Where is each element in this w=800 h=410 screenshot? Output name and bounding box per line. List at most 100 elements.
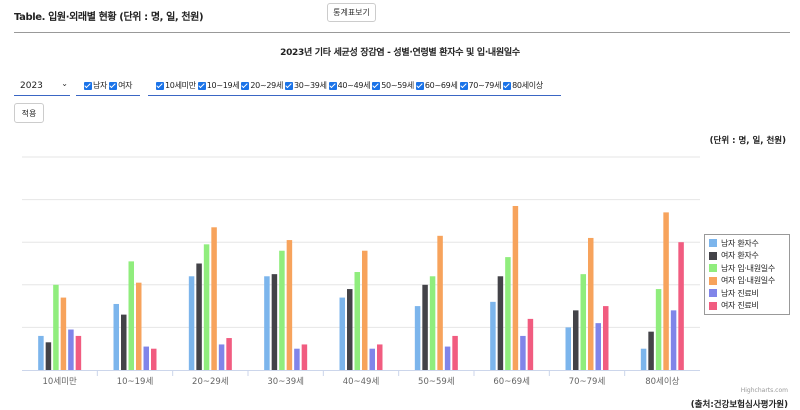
checkbox-icon	[415, 81, 424, 90]
age-filter-group: 10세미만 10~19세 20~29세 30~39세 40~49세 50~59세…	[148, 76, 561, 96]
page-title: Table. 입원·외래별 현황 (단위 : 명, 일, 천원)	[14, 12, 204, 23]
bar[interactable]	[301, 344, 308, 370]
bar[interactable]	[655, 289, 662, 370]
bar[interactable]	[286, 240, 293, 370]
source-label: (출처:건강보험심사평가원)	[690, 400, 788, 410]
checkbox-icon	[241, 81, 250, 90]
bar[interactable]	[452, 335, 458, 370]
bar[interactable]	[422, 284, 428, 370]
bar[interactable]	[151, 348, 157, 370]
age-checkbox-30-39[interactable]: 30~39세	[285, 80, 327, 91]
year-select-value: 2023	[20, 80, 43, 91]
age-checkbox-60-69[interactable]: 60~69세	[415, 80, 458, 91]
bar[interactable]	[444, 346, 451, 370]
bar[interactable]	[437, 235, 443, 370]
bar[interactable]	[580, 274, 587, 370]
legend-swatch	[709, 301, 717, 310]
legend-item[interactable]: 남자 진료비	[709, 287, 785, 300]
bar[interactable]	[218, 344, 225, 370]
year-select[interactable]: 2023 ⌄	[14, 76, 70, 96]
age-checkbox-under-10[interactable]: 10세미만	[156, 80, 196, 91]
age-checkbox-80-plus[interactable]: 80세이상	[503, 80, 543, 91]
apply-button[interactable]: 적용	[14, 103, 44, 123]
bar[interactable]	[505, 257, 511, 370]
checkbox-icon	[197, 81, 206, 90]
bar[interactable]	[362, 250, 368, 370]
bar[interactable]	[678, 242, 684, 370]
bar[interactable]	[38, 335, 44, 370]
legend-swatch	[709, 239, 717, 248]
bar[interactable]	[53, 284, 59, 370]
bar[interactable]	[663, 212, 669, 370]
gender-checkbox-male[interactable]: 남자	[84, 80, 107, 91]
bar[interactable]	[670, 310, 677, 370]
legend-item[interactable]: 여자 입·내원일수	[709, 275, 785, 288]
bar[interactable]	[128, 261, 135, 370]
x-tick-label: 40~49세	[343, 377, 380, 387]
legend-swatch	[709, 264, 717, 273]
gender-checkbox-female[interactable]: 여자	[109, 80, 133, 91]
age-checkbox-20-29[interactable]: 20~29세	[241, 80, 283, 91]
age-checkbox-40-49[interactable]: 40~49세	[328, 80, 371, 91]
checkbox-icon	[328, 81, 337, 90]
bar[interactable]	[354, 272, 361, 370]
bar[interactable]	[136, 282, 142, 370]
x-tick-label: 10세미만	[43, 377, 77, 387]
bar[interactable]	[429, 276, 436, 370]
age-checkbox-10-19[interactable]: 10~19세	[197, 80, 240, 91]
bar[interactable]	[226, 338, 232, 370]
x-tick-label: 80세이상	[645, 376, 679, 387]
legend-item[interactable]: 여자 진료비	[709, 300, 785, 313]
bar[interactable]	[143, 346, 150, 370]
chevron-down-icon: ⌄	[61, 79, 68, 88]
legend-item[interactable]: 남자 환자수	[709, 237, 785, 250]
bar[interactable]	[603, 306, 609, 370]
bar[interactable]	[294, 348, 300, 370]
bar[interactable]	[377, 344, 383, 370]
legend-item[interactable]: 여자 환자수	[709, 250, 785, 263]
bar[interactable]	[640, 348, 647, 370]
bar[interactable]	[369, 348, 376, 370]
bar[interactable]	[512, 205, 519, 370]
bar[interactable]	[113, 303, 120, 370]
bar[interactable]	[490, 301, 496, 370]
x-tick-label: 30~39세	[267, 377, 304, 387]
bar[interactable]	[520, 335, 526, 370]
bar[interactable]	[588, 237, 594, 370]
bar[interactable]	[339, 297, 346, 370]
bar[interactable]	[279, 250, 285, 370]
bar[interactable]	[573, 310, 579, 370]
bar[interactable]	[497, 276, 504, 370]
bar[interactable]	[271, 274, 278, 370]
legend-item[interactable]: 남자 입·내원일수	[709, 262, 785, 275]
bar[interactable]	[264, 276, 270, 370]
x-axis: 10세미만 10~19세 20~29세 30~39세 40~49세 50~59세 60~69…	[22, 370, 700, 387]
legend-label: 남자 입·내원일수	[721, 263, 775, 273]
credits[interactable]: Highcharts.com	[740, 387, 788, 394]
bar[interactable]	[565, 327, 572, 370]
legend-label: 남자 환자수	[721, 238, 759, 248]
bar[interactable]	[60, 297, 67, 370]
bar[interactable]	[648, 331, 654, 370]
checkbox-icon	[503, 81, 512, 90]
x-tick-label: 60~69세	[493, 377, 530, 387]
age-checkbox-70-79[interactable]: 70~79세	[459, 80, 501, 91]
legend-swatch	[709, 251, 717, 260]
bar[interactable]	[527, 318, 534, 370]
bar[interactable]	[121, 314, 127, 370]
bar[interactable]	[595, 323, 602, 370]
checkbox-icon	[459, 81, 468, 90]
bar[interactable]	[188, 276, 195, 370]
bar[interactable]	[414, 306, 421, 370]
bar[interactable]	[347, 289, 353, 370]
bar[interactable]	[68, 329, 74, 370]
bar[interactable]	[211, 227, 217, 370]
bar[interactable]	[203, 244, 210, 370]
age-checkbox-50-59[interactable]: 50~59세	[372, 80, 414, 91]
bar[interactable]	[75, 335, 82, 370]
bar[interactable]	[45, 342, 52, 370]
bar[interactable]	[196, 263, 202, 371]
stats-table-button[interactable]: 통계표보기	[327, 3, 376, 22]
bars	[38, 205, 684, 371]
